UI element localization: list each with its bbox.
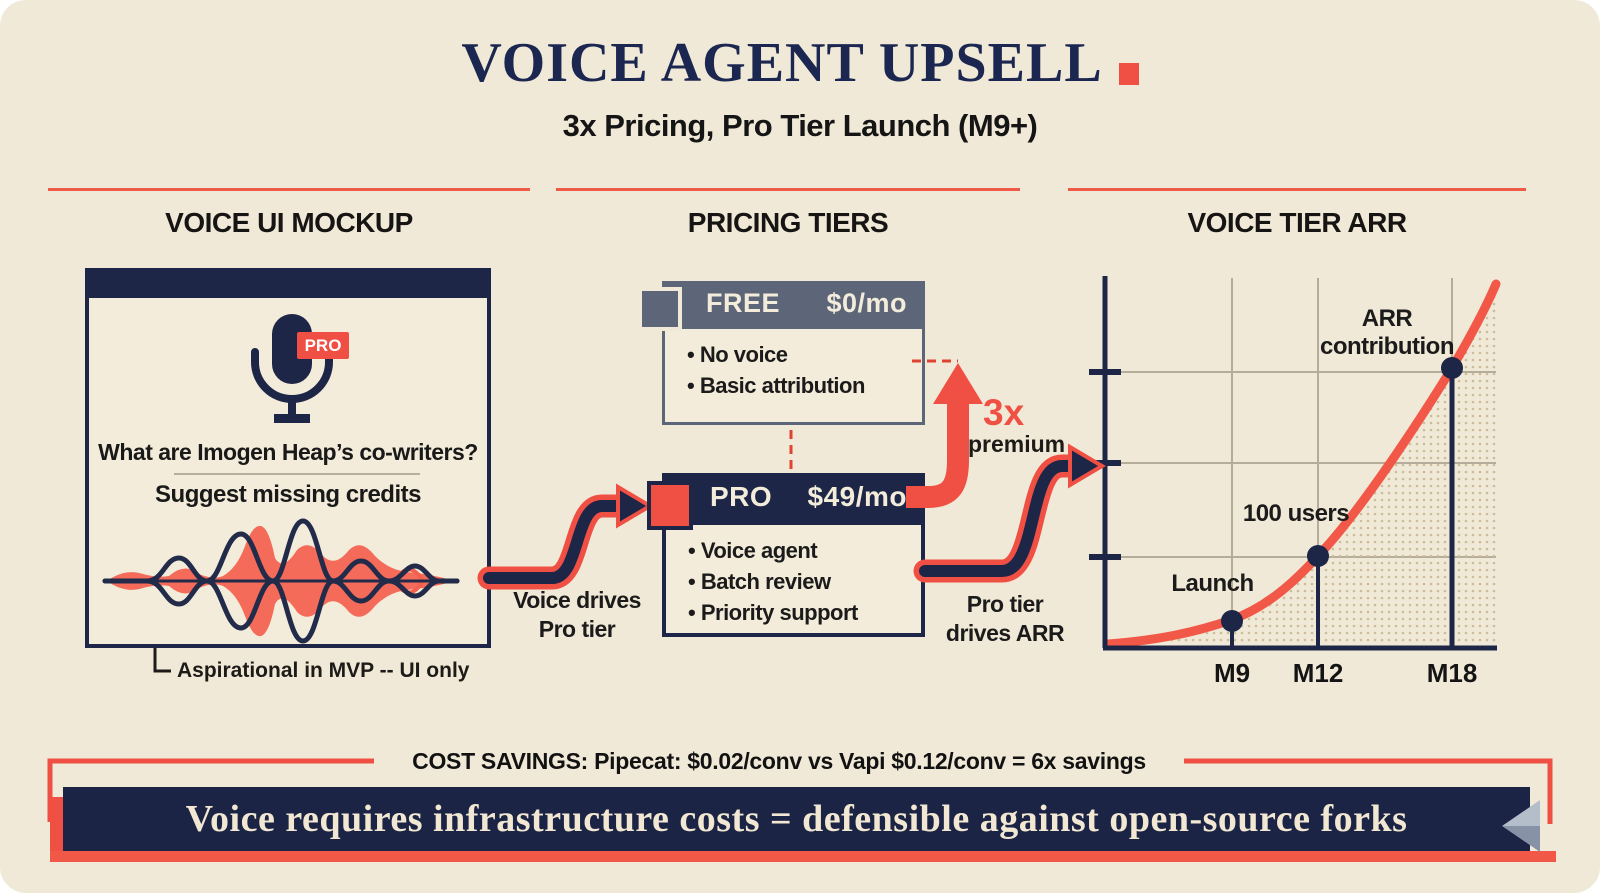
page-title: VOICE AGENT UPSELL <box>461 32 1103 94</box>
free-feature: Basic attribution <box>687 370 922 401</box>
ribbon-fold-icon <box>1502 800 1540 852</box>
banner-coral-strip <box>50 851 1556 862</box>
free-tier-name: FREE <box>706 288 781 318</box>
milestone-launch-label: Launch <box>1171 570 1254 597</box>
page-subtitle: 3x Pricing, Pro Tier Launch (M9+) <box>562 108 1038 143</box>
section-rule-left <box>48 188 530 191</box>
free-feature: No voice <box>687 339 922 370</box>
cost-savings-line: COST SAVINGS: Pipecat: $0.02/conv vs Vap… <box>412 748 1146 774</box>
voice-suggestion-text: Suggest missing credits <box>155 481 421 508</box>
mic-pro-badge: PRO <box>297 332 349 359</box>
pro-feature: Priority support <box>688 597 921 628</box>
pro-feature: Voice agent <box>688 535 921 566</box>
waveform-graphic <box>102 518 460 644</box>
free-tier-header: FREE $0/mo <box>662 281 925 326</box>
milestone-arr-label: ARR contribution <box>1320 305 1454 360</box>
premium-label: premium <box>968 431 1066 457</box>
header: VOICE AGENT UPSELL <box>0 34 1600 93</box>
premium-multiplier-label: 3x <box>983 392 1025 433</box>
free-tier-body: No voice Basic attribution <box>662 326 925 425</box>
pro-to-arr-arrow <box>913 443 1106 583</box>
mockup-section-heading: VOICE UI MOCKUP <box>165 207 413 238</box>
section-rule-right <box>1068 188 1526 191</box>
voice-to-pro-arrow <box>477 483 654 590</box>
pro-tier-price: $49/mo <box>807 481 907 512</box>
x-tick-m18: M18 <box>1426 658 1478 688</box>
mockup-window-titlebar <box>89 272 487 298</box>
free-tier-tab <box>638 287 682 331</box>
footnote-connector <box>153 648 171 673</box>
title-accent-square-icon <box>1118 62 1139 85</box>
bottom-banner: Voice requires infrastructure costs = de… <box>63 787 1530 851</box>
pro-tier-tab <box>647 481 693 530</box>
pro-tier-header: PRO $49/mo <box>662 473 925 521</box>
x-tick-m9: M9 <box>1213 658 1251 688</box>
voice-ui-mockup-card: PRO What are Imogen Heap’s co-writers? S… <box>85 268 491 648</box>
pro-tier-name: PRO <box>710 481 773 512</box>
pricing-section-heading: PRICING TIERS <box>687 207 889 238</box>
x-tick-m12: M12 <box>1292 658 1344 688</box>
mockup-divider <box>174 473 420 475</box>
pro-feature: Batch review <box>688 566 921 597</box>
mockup-footnote: Aspirational in MVP -- UI only <box>177 659 470 682</box>
bottom-banner-text: Voice requires infrastructure costs = de… <box>185 798 1408 840</box>
pro-drives-arr-label: Pro tier drives ARR <box>945 591 1065 646</box>
free-tier-price: $0/mo <box>826 288 907 318</box>
pro-tier-body: Voice agent Batch review Priority suppor… <box>662 521 925 637</box>
section-rule-middle <box>556 188 1020 191</box>
banner-coral-nub <box>50 797 63 851</box>
voice-query-text: What are Imogen Heap’s co-writers? <box>98 439 478 465</box>
microphone-icon <box>251 314 333 423</box>
voice-drives-label: Voice drives Pro tier <box>513 587 641 642</box>
milestone-100users-label: 100 users <box>1242 500 1350 527</box>
arr-section-heading: VOICE TIER ARR <box>1187 207 1407 238</box>
